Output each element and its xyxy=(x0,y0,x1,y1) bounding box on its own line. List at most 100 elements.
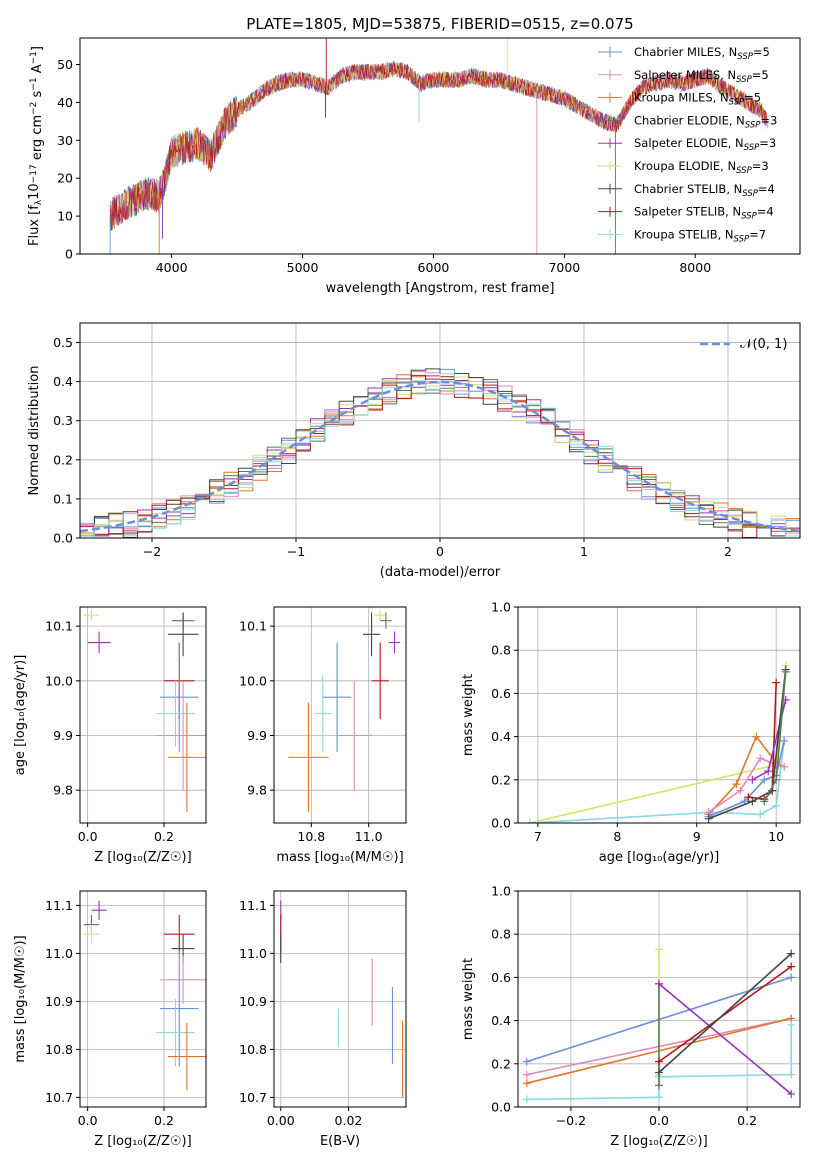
x-tick-label: 10 xyxy=(768,829,784,844)
series-line xyxy=(708,669,787,820)
legend-sub: SSP xyxy=(745,120,761,130)
series-marker xyxy=(787,973,796,982)
histogram-step xyxy=(80,373,800,537)
series-marker xyxy=(655,1093,663,1102)
x-tick-label: 7 xyxy=(534,829,542,844)
y-tick-label: 1.0 xyxy=(491,884,511,899)
y-tick-label: 9.9 xyxy=(53,728,73,743)
y-axis-label-part: −1 xyxy=(29,77,39,90)
y-tick-label: 9.9 xyxy=(247,728,267,743)
x-tick-label: 0.2 xyxy=(737,1113,757,1128)
x-tick-label: 2 xyxy=(724,544,732,559)
y-tick-label: 0.1 xyxy=(53,491,73,506)
series-marker xyxy=(787,1090,796,1099)
legend-sub: SSP xyxy=(736,166,752,176)
y-axis-label-part: −2 xyxy=(29,102,39,115)
x-tick-label: 0.2 xyxy=(154,829,174,844)
x-axis-label: Z [log₁₀(Z/Z☉)] xyxy=(94,850,191,865)
x-axis-label: Z [log₁₀(Z/Z☉)] xyxy=(94,1134,191,1149)
legend-value: =5 xyxy=(753,45,770,59)
series-marker xyxy=(748,775,757,784)
y-tick-label: 40 xyxy=(57,95,73,110)
series-line xyxy=(658,965,792,1063)
x-tick-label: 4000 xyxy=(156,260,188,275)
normal-reference-curve xyxy=(80,380,800,533)
y-tick-label: 11.1 xyxy=(45,898,73,913)
series-marker xyxy=(772,801,781,810)
x-tick-label: 0.02 xyxy=(335,1113,363,1128)
y-tick-label: 0.4 xyxy=(53,374,73,389)
axes-frame xyxy=(79,890,207,1108)
legend-value: =5 xyxy=(744,91,761,105)
y-axis-label: mass weight xyxy=(461,674,476,756)
y-tick-label: 10.0 xyxy=(45,673,73,688)
series-marker xyxy=(756,754,765,763)
series-marker xyxy=(787,949,796,958)
series-marker xyxy=(752,732,761,741)
series-marker xyxy=(522,1070,531,1079)
series-marker xyxy=(772,775,781,784)
y-tick-label: 0 xyxy=(65,247,73,262)
series-marker xyxy=(655,1057,663,1066)
series-marker xyxy=(780,762,789,771)
series-marker xyxy=(760,775,769,784)
legend-sub: SSP xyxy=(744,143,760,153)
legend-text: Chabrier MILES, N xyxy=(634,45,737,59)
series-marker xyxy=(772,678,781,687)
y-tick-label: 0.2 xyxy=(491,1056,511,1071)
legend-label: Salpeter STELIB, NSSP=4 xyxy=(634,205,774,222)
series-marker xyxy=(655,1081,663,1090)
axes-frame xyxy=(273,890,407,1108)
y-tick-label: 11.0 xyxy=(45,946,73,961)
legend-value: =7 xyxy=(749,227,766,241)
x-tick-label: 10.8 xyxy=(297,829,325,844)
y-tick-label: 30 xyxy=(57,133,73,148)
y-tick-label: 9.8 xyxy=(53,783,73,798)
legend-label: Salpeter ELODIE, NSSP=3 xyxy=(634,136,776,153)
x-tick-label: 8000 xyxy=(679,260,711,275)
legend-label: Salpeter MILES, NSSP=5 xyxy=(634,68,769,85)
axes-frame xyxy=(79,322,801,539)
x-tick-label: 8 xyxy=(613,829,621,844)
y-tick-label: 10.9 xyxy=(239,994,267,1009)
y-axis-label-part: −17 xyxy=(29,164,39,183)
series-marker xyxy=(764,767,773,776)
x-axis-label: wavelength [Angstrom, rest frame] xyxy=(326,281,555,296)
y-tick-label: 0.6 xyxy=(491,686,511,701)
x-tick-label: −0.2 xyxy=(556,1113,586,1128)
series-marker xyxy=(522,1095,531,1104)
y-tick-label: 9.8 xyxy=(247,783,267,798)
x-tick-label: 0.0 xyxy=(78,829,98,844)
errorbar-group xyxy=(280,900,404,1098)
legend-text: Salpeter STELIB, N xyxy=(634,205,741,219)
y-axis-label-part: ] xyxy=(30,46,45,51)
legend-value: =4 xyxy=(757,205,774,219)
line-group xyxy=(525,661,790,823)
legend-value: =3 xyxy=(752,159,769,173)
series-marker xyxy=(781,667,790,676)
series-marker xyxy=(655,945,663,954)
y-axis-label: mass [log₁₀(M/M☉)] xyxy=(13,935,28,1062)
legend-label: Chabrier STELIB, NSSP=4 xyxy=(634,182,775,199)
legend-label: Kroupa ELODIE, NSSP=3 xyxy=(634,159,769,176)
spectrum-series-line xyxy=(109,61,768,231)
axes-frame xyxy=(79,606,207,824)
series-marker xyxy=(655,979,663,988)
x-tick-label: 11.0 xyxy=(355,829,383,844)
y-tick-label: 0.8 xyxy=(491,643,511,658)
x-axis-label: E(B-V) xyxy=(320,1134,360,1149)
y-tick-label: 0.2 xyxy=(53,452,73,467)
series-marker xyxy=(756,810,765,819)
y-axis-label: Flux [fλ10−17 erg cm−2 s−1 A−1] xyxy=(27,46,45,246)
x-axis-label: age [log₁₀(age/yr)] xyxy=(599,850,720,865)
series-marker xyxy=(522,1057,531,1066)
y-axis-label: age [log₁₀(age/yr)] xyxy=(13,655,28,776)
y-tick-label: 11.0 xyxy=(239,946,267,961)
y-tick-label: 11.1 xyxy=(239,898,267,913)
legend-sub: SSP xyxy=(742,189,758,199)
legend-value: =4 xyxy=(758,182,775,196)
x-tick-label: 0.00 xyxy=(267,1113,295,1128)
axes-frame xyxy=(79,37,801,255)
x-tick-label: 0.0 xyxy=(78,1113,98,1128)
axes-frame xyxy=(273,606,407,824)
